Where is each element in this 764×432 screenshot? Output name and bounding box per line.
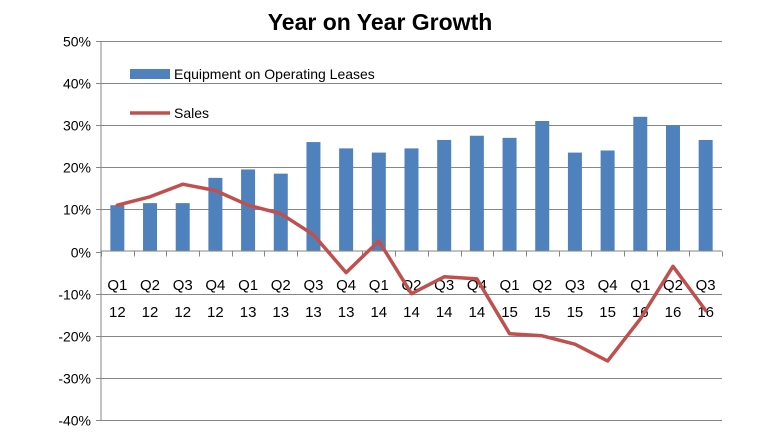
x-axis-tick-labels: Q1 12 Q2 12 Q3 12 Q4 12 Q1 13 Q2 13 Q3 13 Q4 13 Q1 14 Q2 14… [101,251,723,321]
x-tick-label-quarter: Q2 [663,277,683,294]
bar [567,152,582,252]
legend-label-equipment: Equipment on Operating Leases [174,66,375,82]
y-tick-label: 10% [63,202,91,218]
x-tick-label-year: 14 [436,304,453,321]
y-tick-label: -10% [58,287,91,303]
x-tick-label-quarter: Q3 [173,277,193,294]
x-tick-label-quarter: Q2 [532,277,552,294]
bar [469,135,484,252]
bar [535,121,550,252]
chart-title: Year on Year Growth [268,9,493,35]
y-tick-label: 50% [63,34,91,50]
y-tick-label: -20% [58,329,91,345]
x-tick-label-year: 15 [567,304,584,321]
bar [175,203,190,252]
x-tick-label-quarter: Q1 [630,277,650,294]
x-tick-label-year: 12 [207,304,224,321]
x-tick-label-year: 16 [632,304,649,321]
x-tick-label-year: 12 [174,304,191,321]
x-tick-label-year: 13 [305,304,322,321]
x-tick-label-year: 15 [501,304,518,321]
x-tick-label-quarter: Q2 [140,277,160,294]
x-tick-label-year: 16 [697,304,714,321]
x-tick-label-quarter: Q3 [303,277,323,294]
y-tick-label: 40% [63,76,91,92]
x-tick-label-quarter: Q1 [107,277,127,294]
bar [339,148,354,252]
bar [241,169,256,252]
bar-series-equipment-on-operating-leases [110,116,713,252]
bar [371,152,386,252]
x-tick-label-year: 12 [142,304,159,321]
y-tick-label: -40% [58,413,91,429]
bar [502,137,517,252]
x-tick-label-quarter: Q1 [238,277,258,294]
legend: Equipment on Operating Leases Sales [130,66,375,121]
x-tick-label-quarter: Q1 [500,277,520,294]
x-tick-label-quarter: Q3 [696,277,716,294]
y-tick-label: -30% [58,371,91,387]
bar [404,148,419,252]
x-tick-label-year: 15 [599,304,616,321]
x-tick-label-quarter: Q2 [271,277,291,294]
bar [437,139,452,252]
legend-swatch-equipment [130,69,170,79]
bar [698,139,713,252]
bar [208,177,223,252]
bar [633,116,648,252]
x-tick-label-quarter: Q3 [565,277,585,294]
x-tick-label-year: 16 [665,304,682,321]
x-tick-label-year: 14 [469,304,486,321]
x-tick-label-quarter: Q4 [336,277,356,294]
y-axis-tick-labels: 50% 40% 30% 20% 10% 0% -10% -20% -30% -40% [58,34,91,429]
y-tick-label: 20% [63,160,91,176]
x-tick-label-year: 13 [240,304,257,321]
x-tick-label-year: 14 [370,304,387,321]
legend-label-sales: Sales [174,105,209,121]
x-tick-label-quarter: Q4 [205,277,225,294]
bar [143,203,158,252]
bar [600,150,615,252]
x-tick-label-year: 13 [272,304,289,321]
bar [110,205,125,252]
y-tick-label: 30% [63,118,91,134]
x-tick-label-quarter: Q1 [369,277,389,294]
bar [306,142,321,252]
bar [665,125,680,252]
x-tick-label-quarter: Q4 [598,277,618,294]
y-tick-label: 0% [71,245,91,261]
x-tick-label-year: 13 [338,304,355,321]
line-series-sales [115,182,708,363]
gridlines [96,41,722,421]
x-tick-label-year: 15 [534,304,551,321]
x-tick-label-year: 12 [109,304,126,321]
x-tick-label-year: 14 [403,304,420,321]
